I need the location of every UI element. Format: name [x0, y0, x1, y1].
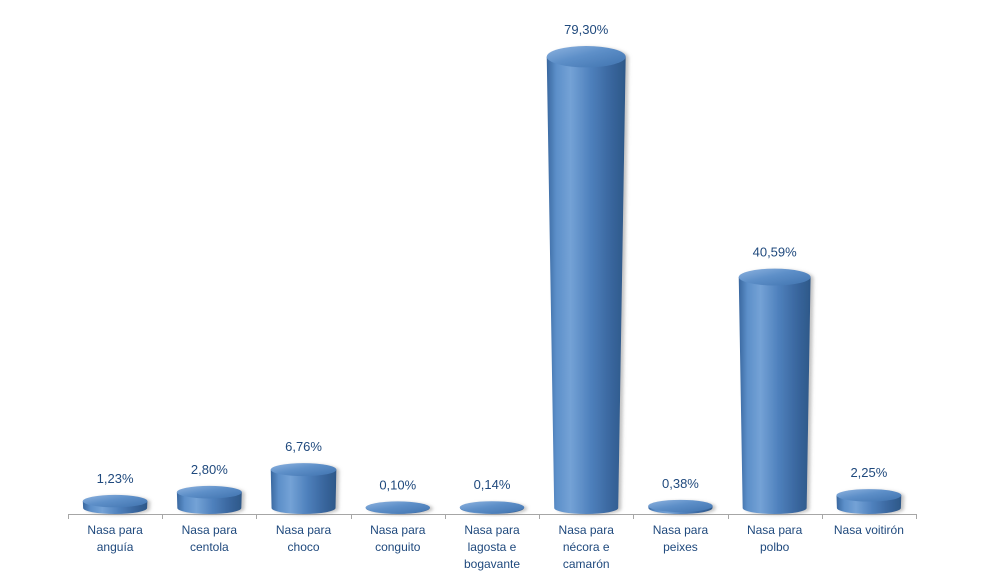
bar-cylinder[interactable]: [270, 463, 337, 514]
bar-top-ellipse: [365, 501, 430, 514]
category-label: Nasa para: [559, 523, 615, 537]
bar-top-ellipse: [270, 463, 337, 477]
value-label: 0,10%: [379, 477, 416, 492]
bar-top-ellipse: [648, 499, 713, 513]
bar-top-ellipse: [82, 494, 148, 508]
category-label: nécora e: [563, 540, 610, 554]
category-label: Nasa para: [182, 523, 238, 537]
bar-top-ellipse: [738, 268, 811, 286]
category-label: Nasa para: [464, 523, 520, 537]
value-label: 0,38%: [662, 476, 699, 491]
category-label: polbo: [760, 540, 790, 554]
category-label: bogavante: [464, 557, 520, 571]
bar-body: [738, 277, 811, 514]
category-label: choco: [288, 540, 320, 554]
category-label: Nasa para: [653, 523, 709, 537]
bar-cylinder[interactable]: [738, 268, 811, 514]
category-label: Nasa para: [87, 523, 143, 537]
bar-cylinder[interactable]: [459, 501, 525, 514]
value-label: 40,59%: [753, 245, 798, 260]
bar-cylinder[interactable]: [176, 485, 242, 514]
category-label: camarón: [563, 557, 610, 571]
category-label: anguía: [97, 540, 134, 554]
value-label: 6,76%: [285, 439, 322, 454]
value-label: 2,80%: [191, 462, 228, 477]
bar-body: [176, 492, 242, 514]
category-label: Nasa voitirón: [834, 523, 904, 537]
value-label: 79,30%: [564, 22, 609, 37]
bar-cylinder[interactable]: [82, 494, 148, 514]
bar-top-ellipse: [546, 46, 626, 68]
bar-cylinder[interactable]: [365, 501, 430, 514]
category-label: lagosta e: [468, 540, 517, 554]
category-label: Nasa para: [276, 523, 332, 537]
category-label: conguito: [375, 540, 421, 554]
bar-body: [546, 56, 626, 515]
bar-body: [270, 469, 337, 514]
bar-cylinder[interactable]: [836, 489, 902, 514]
category-label: peixes: [663, 540, 698, 554]
bar-cylinder[interactable]: [546, 46, 626, 515]
category-label: Nasa para: [370, 523, 426, 537]
bar-top-ellipse: [459, 501, 525, 514]
bar-cylinder[interactable]: [648, 499, 713, 514]
value-label: 0,14%: [474, 477, 511, 492]
bar-top-ellipse: [176, 485, 242, 499]
bar-top-ellipse: [836, 489, 902, 502]
value-label: 2,25%: [850, 465, 887, 480]
category-label: Nasa para: [747, 523, 803, 537]
value-label: 1,23%: [97, 471, 134, 486]
category-label: centola: [190, 540, 229, 554]
